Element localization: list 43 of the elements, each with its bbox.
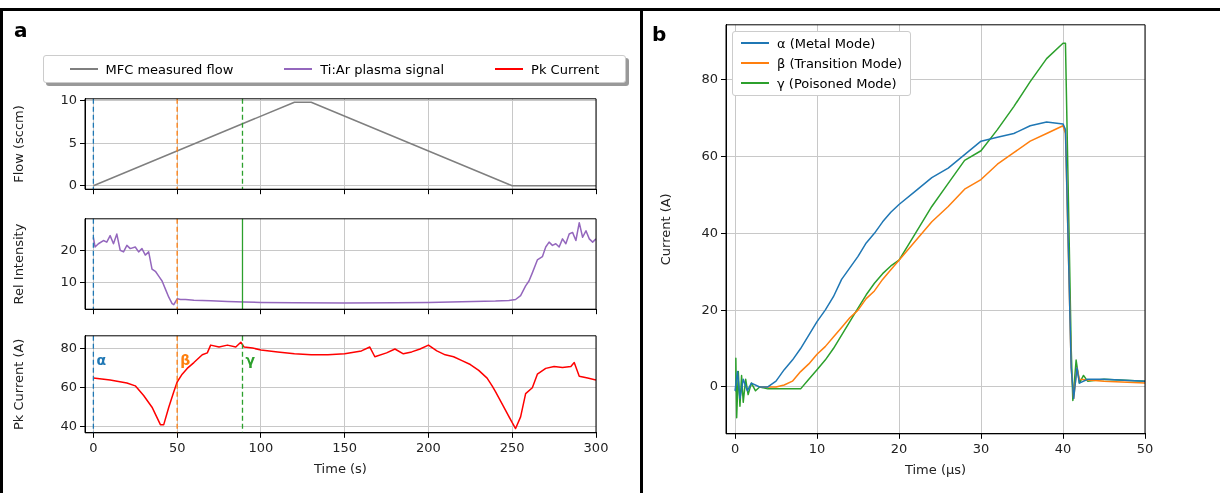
legend-label: α (Metal Mode) [777, 35, 876, 51]
y-axis-title: Flow (sccm) [11, 105, 27, 183]
y-tick-label: 20 [701, 301, 718, 317]
ref-line-label: β [180, 352, 191, 369]
y-tick-label: 20 [60, 241, 77, 257]
legend-label: Ti:Ar plasma signal [320, 61, 445, 77]
x-tick-label: 150 [332, 439, 358, 455]
y-axis-title: Rel Intensity [11, 223, 27, 305]
text: a [14, 18, 28, 42]
x-tick-label: 50 [168, 439, 186, 455]
x-tick-label: 0 [730, 440, 740, 456]
text: b [652, 22, 667, 46]
legend-label: γ (Poisoned Mode) [777, 75, 897, 91]
y-tick-label: 60 [701, 147, 718, 163]
y-axis-title: Pk Current (A) [11, 338, 27, 431]
x-axis-title: Time (µs) [903, 461, 967, 477]
y-tick-label: 10 [60, 274, 77, 290]
x-tick-label: 250 [499, 439, 525, 455]
y-tick-label: 40 [701, 224, 718, 240]
x-axis-title: Time (s) [313, 460, 367, 476]
ref-line-label: γ [245, 352, 256, 369]
x-tick-label: 0 [89, 439, 98, 455]
legend-label: Pk Current [531, 61, 600, 77]
x-tick-label: 20 [890, 440, 908, 456]
y-tick-label: 60 [60, 379, 77, 395]
x-tick-label: 50 [1136, 440, 1154, 456]
y-axis-title: Current (A) [658, 193, 674, 266]
y-tick-label: 5 [68, 134, 77, 150]
y-tick-label: 10 [60, 91, 77, 107]
legend-label: MFC measured flow [105, 61, 234, 77]
x-tick-label: 30 [972, 440, 990, 456]
y-tick-label: 0 [68, 177, 77, 193]
y-tick-label: 0 [709, 378, 718, 394]
y-tick-label: 40 [60, 417, 77, 433]
x-tick-label: 40 [1054, 440, 1072, 456]
x-tick-label: 100 [248, 439, 274, 455]
x-tick-label: 300 [583, 439, 609, 455]
x-tick-label: 10 [808, 440, 826, 456]
y-tick-label: 80 [60, 340, 77, 356]
x-tick-label: 200 [416, 439, 441, 455]
y-tick-label: 80 [701, 71, 718, 87]
legend-label: β (Transition Mode) [777, 55, 902, 71]
ref-line-label: α [96, 352, 107, 369]
